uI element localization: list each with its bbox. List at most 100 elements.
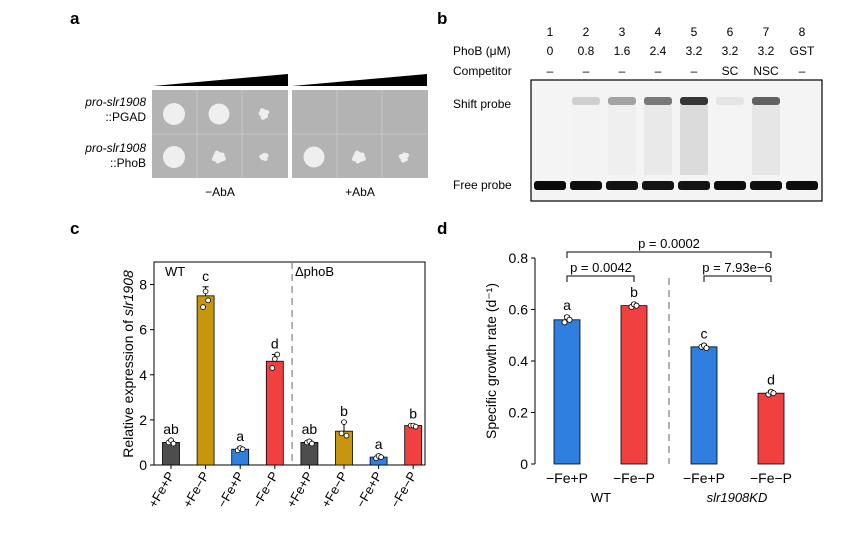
phob-concentration: 0.8 <box>578 44 595 58</box>
d-pvalue-label: p = 7.93e−6 <box>702 260 771 275</box>
c-data-point <box>309 440 315 447</box>
c-ytick-label: 6 <box>139 322 147 338</box>
d-xtick-label: −Fe+P <box>546 470 588 486</box>
c-xtick-label: −Fe−P <box>249 469 282 510</box>
d-xtick-label: −Fe+P <box>683 470 725 486</box>
c-data-point <box>271 356 278 362</box>
yeast-colony <box>259 108 265 113</box>
d-ytick-label: 0 <box>520 456 528 472</box>
d-ytick-label: 0.8 <box>509 250 529 266</box>
yeast-colony <box>264 109 270 115</box>
c-data-point <box>341 419 347 425</box>
competitor-row-label: Competitor <box>453 64 512 78</box>
d-significance-letter: a <box>563 297 571 313</box>
plate-label-plus-aba: +AbA <box>345 185 375 199</box>
c-significance-letter: a <box>236 428 244 444</box>
shift-band <box>716 97 744 105</box>
free-band <box>642 181 674 190</box>
shift-band <box>572 97 600 105</box>
d-data-point <box>770 390 777 397</box>
lane-number: 1 <box>547 25 554 39</box>
phob-concentration: 3.2 <box>686 44 703 58</box>
competitor-value: – <box>547 64 554 78</box>
yeast-colony <box>398 154 404 159</box>
competitor-value: – <box>619 64 626 78</box>
d-comparison-bracket <box>566 275 635 282</box>
c-significance-letter: b <box>340 403 348 419</box>
d-bar <box>620 305 648 465</box>
free-band <box>606 181 638 190</box>
panel-label-d: d <box>437 219 447 238</box>
c-significance-letter: a <box>375 436 383 452</box>
c-xtick-label: −Fe−P <box>387 469 420 510</box>
lane-number: 3 <box>619 25 626 39</box>
free-band <box>534 181 566 190</box>
competitor-value: SC <box>722 64 739 78</box>
dilution-wedge-left <box>153 74 288 86</box>
shift-band <box>680 97 708 105</box>
smear <box>644 105 672 175</box>
c-ytick-label: 8 <box>139 277 147 293</box>
phob-concentration: GST <box>790 44 815 58</box>
plate-label-minus-aba: −AbA <box>205 185 235 199</box>
c-significance-letter: b <box>409 405 417 421</box>
free-band <box>750 181 782 190</box>
yeast-colony <box>260 115 266 120</box>
row1-name: pro-slr1908 <box>84 95 146 109</box>
c-plot-frame <box>153 261 426 466</box>
d-pvalue-label: p = 0.0042 <box>570 260 632 275</box>
c-data-point <box>378 454 384 460</box>
c-data-point <box>338 430 345 437</box>
yeast-colony <box>259 154 264 159</box>
c-ylabel: Relative expression of slr1908 <box>120 270 136 458</box>
c-xtick-label: −Fe+P <box>353 469 386 510</box>
c-ytick-label: 4 <box>139 367 147 383</box>
yeast-colony <box>264 153 269 158</box>
yeast-colony <box>208 103 230 125</box>
yeast-colony <box>220 156 226 162</box>
c-bar <box>162 442 180 466</box>
c-xtick-label: −Fe+P <box>214 469 247 510</box>
yeast-colony <box>163 103 185 125</box>
phob-concentration: 1.6 <box>614 44 631 58</box>
c-data-point <box>412 423 419 430</box>
c-data-point <box>202 288 209 295</box>
yeast-colony <box>303 146 325 168</box>
free-band <box>786 181 818 190</box>
yeast-colony <box>263 156 268 162</box>
c-xtick-label: +Fe−P <box>318 469 351 510</box>
c-data-point <box>205 297 211 304</box>
smear <box>752 105 780 175</box>
c-significance-letter: ab <box>302 421 318 437</box>
panel-label-a: a <box>70 9 80 28</box>
c-data-point <box>170 440 177 447</box>
d-bar <box>757 392 785 465</box>
smear <box>680 105 708 175</box>
shift-probe-label: Shift probe <box>453 97 511 111</box>
c-data-point <box>239 446 246 453</box>
gel-bands <box>534 97 818 190</box>
c-bar <box>300 442 319 466</box>
d-data-point <box>703 345 710 352</box>
shift-band <box>752 97 780 105</box>
d-significance-letter: b <box>630 284 638 300</box>
competitor-value: NSC <box>753 64 779 78</box>
c-data-point <box>269 365 276 371</box>
free-band <box>570 181 602 190</box>
free-band <box>678 181 710 190</box>
competitor-value: – <box>799 64 806 78</box>
shift-band <box>608 97 636 105</box>
emsa-panel: PhoB (μM) Competitor 1 0 – 2 0.8 – 3 1.6 – 4 2.4 – 5… <box>453 25 823 202</box>
c-significance-letter: c <box>202 268 209 284</box>
c-data-point <box>343 432 350 439</box>
row1-suffix: ::PGAD <box>105 110 146 124</box>
d-bar <box>553 319 581 465</box>
lane-number: 2 <box>583 25 590 39</box>
lane-number: 8 <box>799 25 806 39</box>
colonies <box>152 90 428 178</box>
lane-headers: 1 0 – 2 0.8 – 3 1.6 – 4 2.4 – 5 3.2 – 6 3.2 SC 7 3.2 NSC 8 GST… <box>547 25 815 78</box>
panel-label-b: b <box>437 9 447 28</box>
smear <box>608 105 636 175</box>
lane-number: 5 <box>691 25 698 39</box>
